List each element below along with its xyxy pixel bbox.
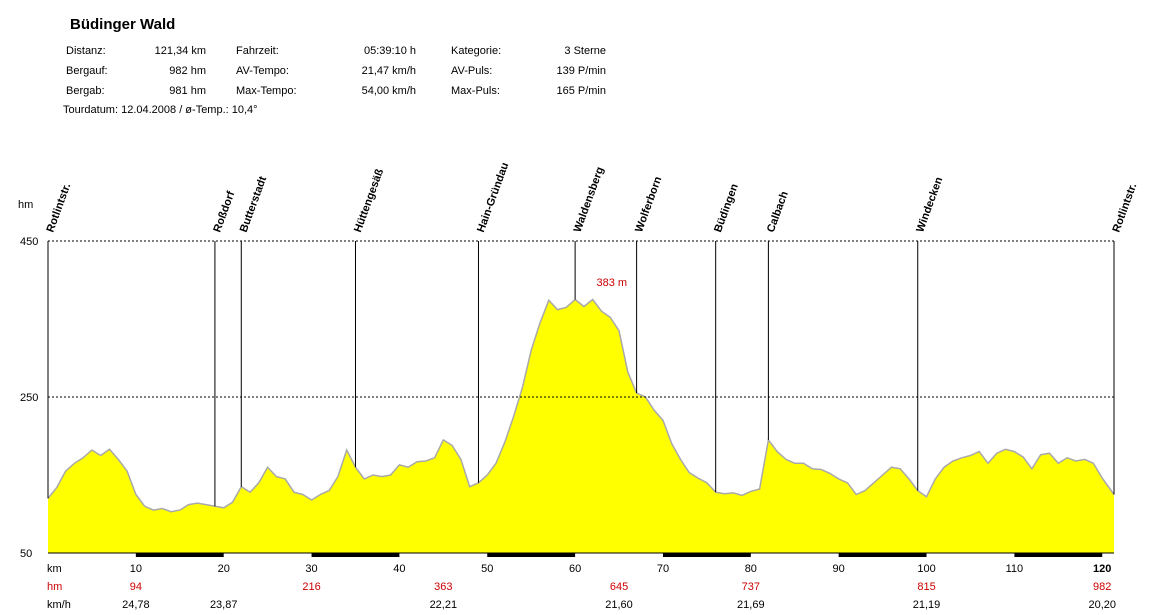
stat-av-puls-label: AV-Puls:	[451, 65, 493, 77]
stat-max-tempo-label: Max-Tempo:	[236, 85, 297, 97]
chart-title: Büdinger Wald	[70, 16, 176, 33]
y-tick-label: 50	[20, 548, 32, 560]
footer-kmh-value: 21,69	[737, 599, 765, 611]
x-tick-label: 90	[833, 563, 845, 575]
stat-kategorie-label: Kategorie:	[451, 45, 502, 57]
waypoint-label: Büdingen	[712, 182, 741, 234]
stat-kategorie-value: 3 Sterne	[564, 45, 606, 57]
scale-band-segment	[838, 553, 927, 557]
stat-distanz-value: 121,34 km	[154, 45, 206, 57]
waypoint-label: Roßdorf	[211, 189, 237, 234]
footer-hm-value: 94	[130, 581, 142, 593]
x-tick-label: 70	[657, 563, 669, 575]
footer-hm-value: 737	[742, 581, 760, 593]
footer-kmh-value: 20,20	[1088, 599, 1116, 611]
x-tick-label: 30	[305, 563, 317, 575]
x-tick-label: 110	[1006, 563, 1024, 575]
x-tick-label: 60	[569, 563, 581, 575]
waypoint-label: Rotlintstr.	[45, 182, 74, 234]
footer-hm-value: 982	[1093, 581, 1111, 593]
footer-kmh-value: 22,21	[430, 599, 458, 611]
stat-fahrzeit-value: 05:39:10 h	[364, 45, 416, 57]
x-tick-label: 20	[218, 563, 230, 575]
waypoint-label: Hüttengesäß	[352, 167, 386, 234]
stat-av-puls-value: 139 P/min	[556, 65, 606, 77]
footer-hm-label: hm	[47, 581, 62, 593]
footer-hm-value: 216	[302, 581, 320, 593]
elevation-area	[48, 299, 1114, 553]
waypoint-label: Hain-Gründau	[475, 161, 511, 234]
x-tick-label: 120	[1093, 563, 1111, 575]
stat-max-puls-value: 165 P/min	[556, 85, 606, 97]
scale-band-segment	[487, 553, 576, 557]
waypoint-label: Windecken	[914, 175, 945, 234]
peak-annotation: 383 m	[596, 277, 627, 289]
footer-hm-value: 815	[917, 581, 935, 593]
stat-av-tempo-value: 21,47 km/h	[361, 65, 416, 77]
scale-band-segment	[135, 553, 224, 557]
stat-max-tempo-value: 54,00 km/h	[361, 85, 416, 97]
elevation-line	[47, 298, 1115, 513]
x-tick-label: 10	[130, 563, 142, 575]
waypoint-label: Butterstadt	[238, 174, 269, 234]
y-axis-unit-label: hm	[18, 199, 33, 211]
x-tick-label: 40	[393, 563, 405, 575]
scale-band-segment	[311, 553, 400, 557]
stat-bergauf-label: Bergauf:	[66, 65, 108, 77]
stat-bergab-value: 981 hm	[169, 85, 206, 97]
stat-distanz-label: Distanz:	[66, 45, 106, 57]
x-tick-label: 80	[745, 563, 757, 575]
waypoint-label: Wolferborn	[633, 175, 664, 234]
x-tick-label: 100	[917, 563, 935, 575]
footer-hm-value: 363	[434, 581, 452, 593]
footer-kmh-value: 21,19	[913, 599, 941, 611]
stat-av-tempo-label: AV-Tempo:	[236, 65, 289, 77]
x-tick-label: 50	[481, 563, 493, 575]
waypoint-label: Calbach	[765, 189, 791, 234]
tour-date: Tourdatum: 12.04.2008 / ø-Temp.: 10,4°	[63, 104, 258, 116]
footer-kmh-value: 23,87	[210, 599, 238, 611]
stat-fahrzeit-label: Fahrzeit:	[236, 45, 279, 57]
scale-band-segment	[1014, 553, 1103, 557]
footer-kmh-value: 21,60	[605, 599, 633, 611]
footer-kmh-label: km/h	[47, 599, 71, 611]
stat-bergab-label: Bergab:	[66, 85, 105, 97]
waypoint-label: Rotlintstr.	[1111, 182, 1140, 234]
waypoint-label: Waldensberg	[572, 165, 607, 234]
footer-kmh-value: 24,78	[122, 599, 150, 611]
stat-max-puls-label: Max-Puls:	[451, 85, 500, 97]
footer-hm-value: 645	[610, 581, 628, 593]
x-axis-unit-label: km	[47, 563, 62, 575]
scale-band-segment	[662, 553, 751, 557]
y-tick-label: 450	[20, 236, 38, 248]
stat-bergauf-value: 982 hm	[169, 65, 206, 77]
y-tick-label: 250	[20, 392, 38, 404]
